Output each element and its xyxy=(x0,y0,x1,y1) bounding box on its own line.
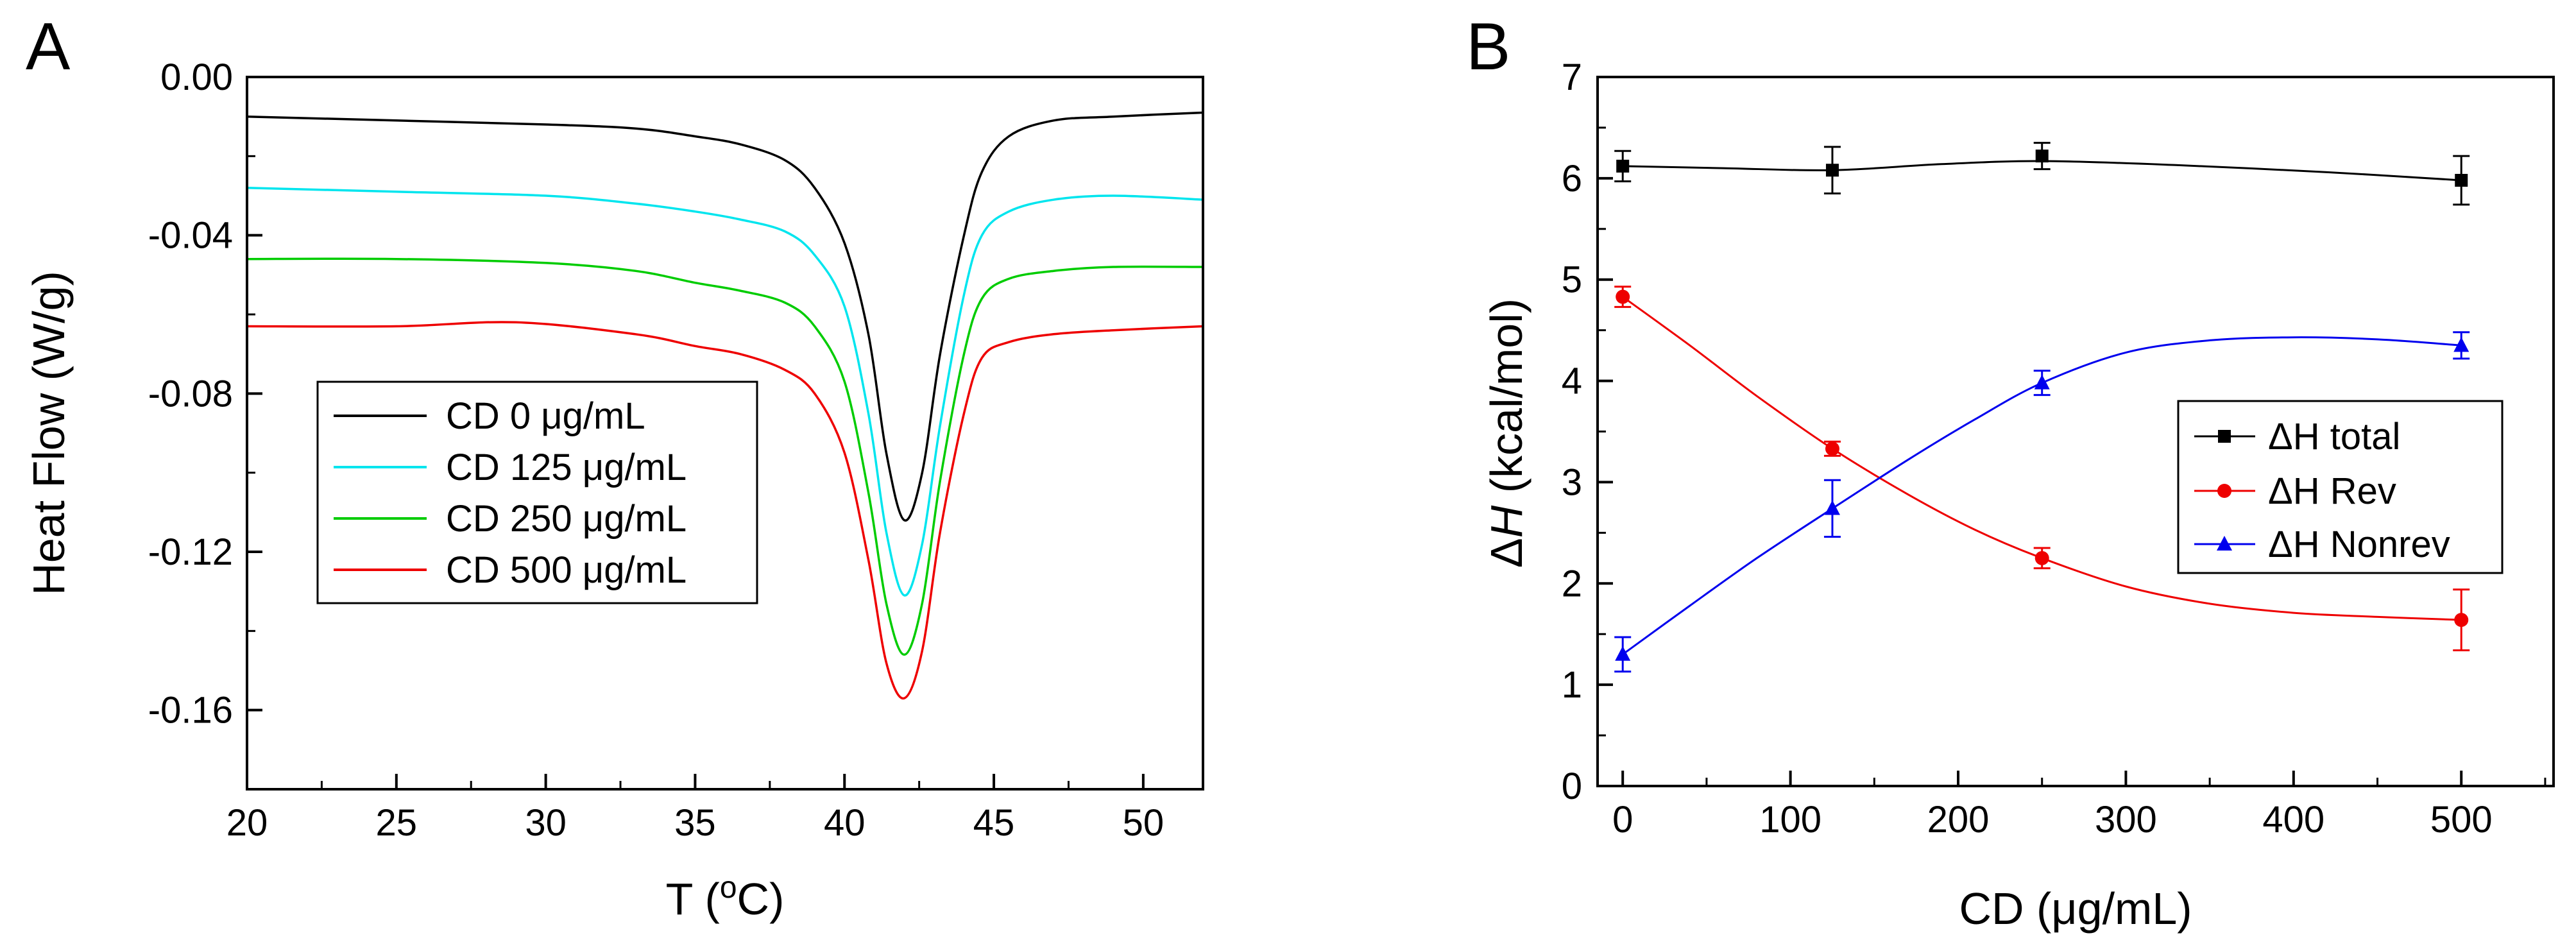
point-h-nonrev-500 xyxy=(2453,337,2469,352)
y-tick-label-5: 5 xyxy=(1562,259,1582,301)
panel-a-y-axis-label: Heat Flow (W/g) xyxy=(24,271,74,595)
x-tick-label-300: 300 xyxy=(2095,799,2157,841)
series-line-cd-500-g-ml xyxy=(246,321,1204,700)
panel-a-plot-area xyxy=(246,111,1204,700)
panel-a-x-ticks: 20 25 30 35 40 45 50 xyxy=(226,774,1164,844)
panel-b-label: B xyxy=(1466,10,1510,84)
y-tick-label-0: 0.00 xyxy=(160,56,233,98)
x-tick-label-500: 500 xyxy=(2430,799,2493,841)
point-h-nonrev-0 xyxy=(1615,645,1631,661)
legend-label-dh-total: ΔH total xyxy=(2268,416,2400,457)
series-line-h-total xyxy=(1623,160,2462,182)
panel-b-legend: ΔH total ΔH Rev ΔH Nonrev xyxy=(2177,400,2503,574)
legend-label-cd-500: CD 500 μg/mL xyxy=(446,549,687,591)
x-tick-label-45: 45 xyxy=(973,802,1015,844)
y-tick-label-0: 0 xyxy=(1562,765,1582,807)
panel-b-x-ticks: 0 100 200 300 400 500 xyxy=(1612,771,2546,841)
panel-b-y-ticks: 0 1 2 3 4 5 6 7 xyxy=(1562,56,1613,807)
y-tick-label-2: -0.08 xyxy=(148,373,233,415)
x-tick-label-25: 25 xyxy=(376,802,418,844)
legend-swatch-dh-rev xyxy=(2194,484,2255,498)
y-tick-label-7: 7 xyxy=(1562,56,1582,98)
y-tick-label-4: -0.16 xyxy=(148,690,233,731)
series-line-cd-250-g-ml xyxy=(246,257,1204,656)
point-h-nonrev-250 xyxy=(2034,374,2050,389)
x-tick-label-100: 100 xyxy=(1759,799,1821,841)
legend-label-cd-250: CD 250 μg/mL xyxy=(446,498,687,540)
legend-marker-h-total xyxy=(2218,430,2231,443)
legend-label-dh-nonrev: ΔH Nonrev xyxy=(2268,524,2450,565)
legend-marker-h-rev xyxy=(2217,484,2231,498)
panel-a-legend-box xyxy=(316,380,758,604)
point-h-total-250 xyxy=(2035,150,2049,163)
panel-a-legend: CD 0 μg/mL CD 125 μg/mL CD 250 μg/mL CD … xyxy=(316,380,758,604)
point-h-rev-500 xyxy=(2454,613,2469,628)
panel-a-y-ticks: 0.00 -0.04 -0.08 -0.12 -0.16 xyxy=(148,56,262,791)
panel-a-axes-frame xyxy=(246,76,1204,791)
x-tick-label-200: 200 xyxy=(1927,799,1990,841)
y-tick-label-4: 4 xyxy=(1562,361,1582,402)
panel-a-x-axis-label: T (oC) xyxy=(666,871,785,925)
y-tick-label-3: -0.12 xyxy=(148,531,233,573)
x-tick-label-20: 20 xyxy=(226,802,268,844)
panel-a: A 20 25 30 35 40 45 50 0.00 -0.04 -0.08 -0.12 -0.1… xyxy=(24,10,1204,925)
point-h-total-500 xyxy=(2455,174,2468,187)
panel-b: B 0 100 200 300 400 500 0 1 2 3 4 5 6 7 CD (μg/mL) Δ… xyxy=(1466,10,2555,934)
x-tick-label-40: 40 xyxy=(824,802,866,844)
y-tick-label-1: 1 xyxy=(1562,664,1582,706)
x-tick-label-30: 30 xyxy=(525,802,567,844)
y-tick-label-3: 3 xyxy=(1562,461,1582,503)
point-h-rev-250 xyxy=(2034,551,2049,565)
point-h-total-125 xyxy=(1825,164,1839,177)
x-tick-label-400: 400 xyxy=(2262,799,2324,841)
legend-swatch-dh-total xyxy=(2194,430,2255,443)
series-line-cd-125-g-ml xyxy=(246,186,1204,597)
point-h-rev-0 xyxy=(1616,289,1630,304)
x-tick-label-35: 35 xyxy=(674,802,716,844)
x-tick-label-50: 50 xyxy=(1123,802,1164,844)
series-line-cd-0-g-ml xyxy=(246,111,1204,522)
series-line-h-rev xyxy=(1622,296,2462,621)
y-tick-label-1: -0.04 xyxy=(148,215,233,257)
legend-label-dh-rev: ΔH Rev xyxy=(2268,470,2396,512)
point-h-total-0 xyxy=(1616,159,1630,173)
y-tick-label-6: 6 xyxy=(1562,158,1582,200)
panel-b-x-axis-label: CD (μg/mL) xyxy=(1959,884,2192,934)
point-h-rev-125 xyxy=(1825,441,1839,456)
legend-label-cd-125: CD 125 μg/mL xyxy=(446,447,687,488)
legend-swatch-dh-nonrev xyxy=(2194,536,2255,551)
legend-label-cd-0: CD 0 μg/mL xyxy=(446,395,645,437)
legend-marker-h-nonrev xyxy=(2217,536,2232,551)
series-line-h-nonrev xyxy=(1622,336,2462,656)
x-tick-label-0: 0 xyxy=(1612,799,1633,841)
panel-b-plot-area xyxy=(1614,142,2470,673)
panel-a-label: A xyxy=(26,10,71,84)
panel-b-y-axis-label: ΔH (kcal/mol) xyxy=(1481,298,1531,568)
y-tick-label-2: 2 xyxy=(1562,563,1582,604)
point-h-nonrev-125 xyxy=(1824,500,1840,515)
